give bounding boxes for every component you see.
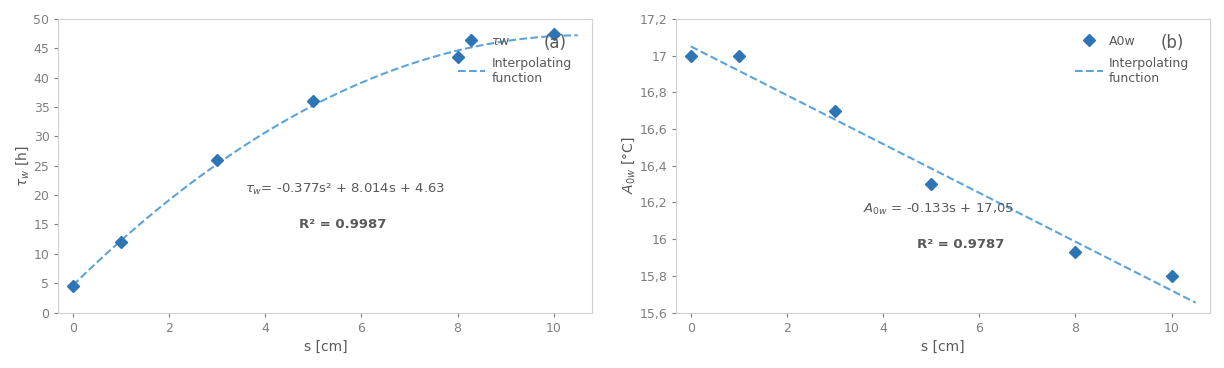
Y-axis label: $\tau_w$ [h]: $\tau_w$ [h] (13, 145, 31, 187)
Text: $\tau_w$= -0.377s² + 8.014s + 4.63: $\tau_w$= -0.377s² + 8.014s + 4.63 (245, 182, 446, 197)
Text: R² = 0.9987: R² = 0.9987 (299, 218, 386, 231)
Text: R² = 0.9787: R² = 0.9787 (917, 238, 1004, 251)
X-axis label: s [cm]: s [cm] (304, 340, 348, 354)
Y-axis label: $A_{0w}$ [°C]: $A_{0w}$ [°C] (619, 137, 636, 194)
Text: $A_{0w}$ = -0.133s + 17,05: $A_{0w}$ = -0.133s + 17,05 (863, 202, 1015, 217)
Text: (a): (a) (543, 33, 567, 52)
Legend: $\tau$w, Interpolating
function: $\tau$w, Interpolating function (454, 31, 575, 88)
Text: (b): (b) (1162, 33, 1185, 52)
X-axis label: s [cm]: s [cm] (922, 340, 965, 354)
Legend: A0w, Interpolating
function: A0w, Interpolating function (1072, 31, 1193, 88)
